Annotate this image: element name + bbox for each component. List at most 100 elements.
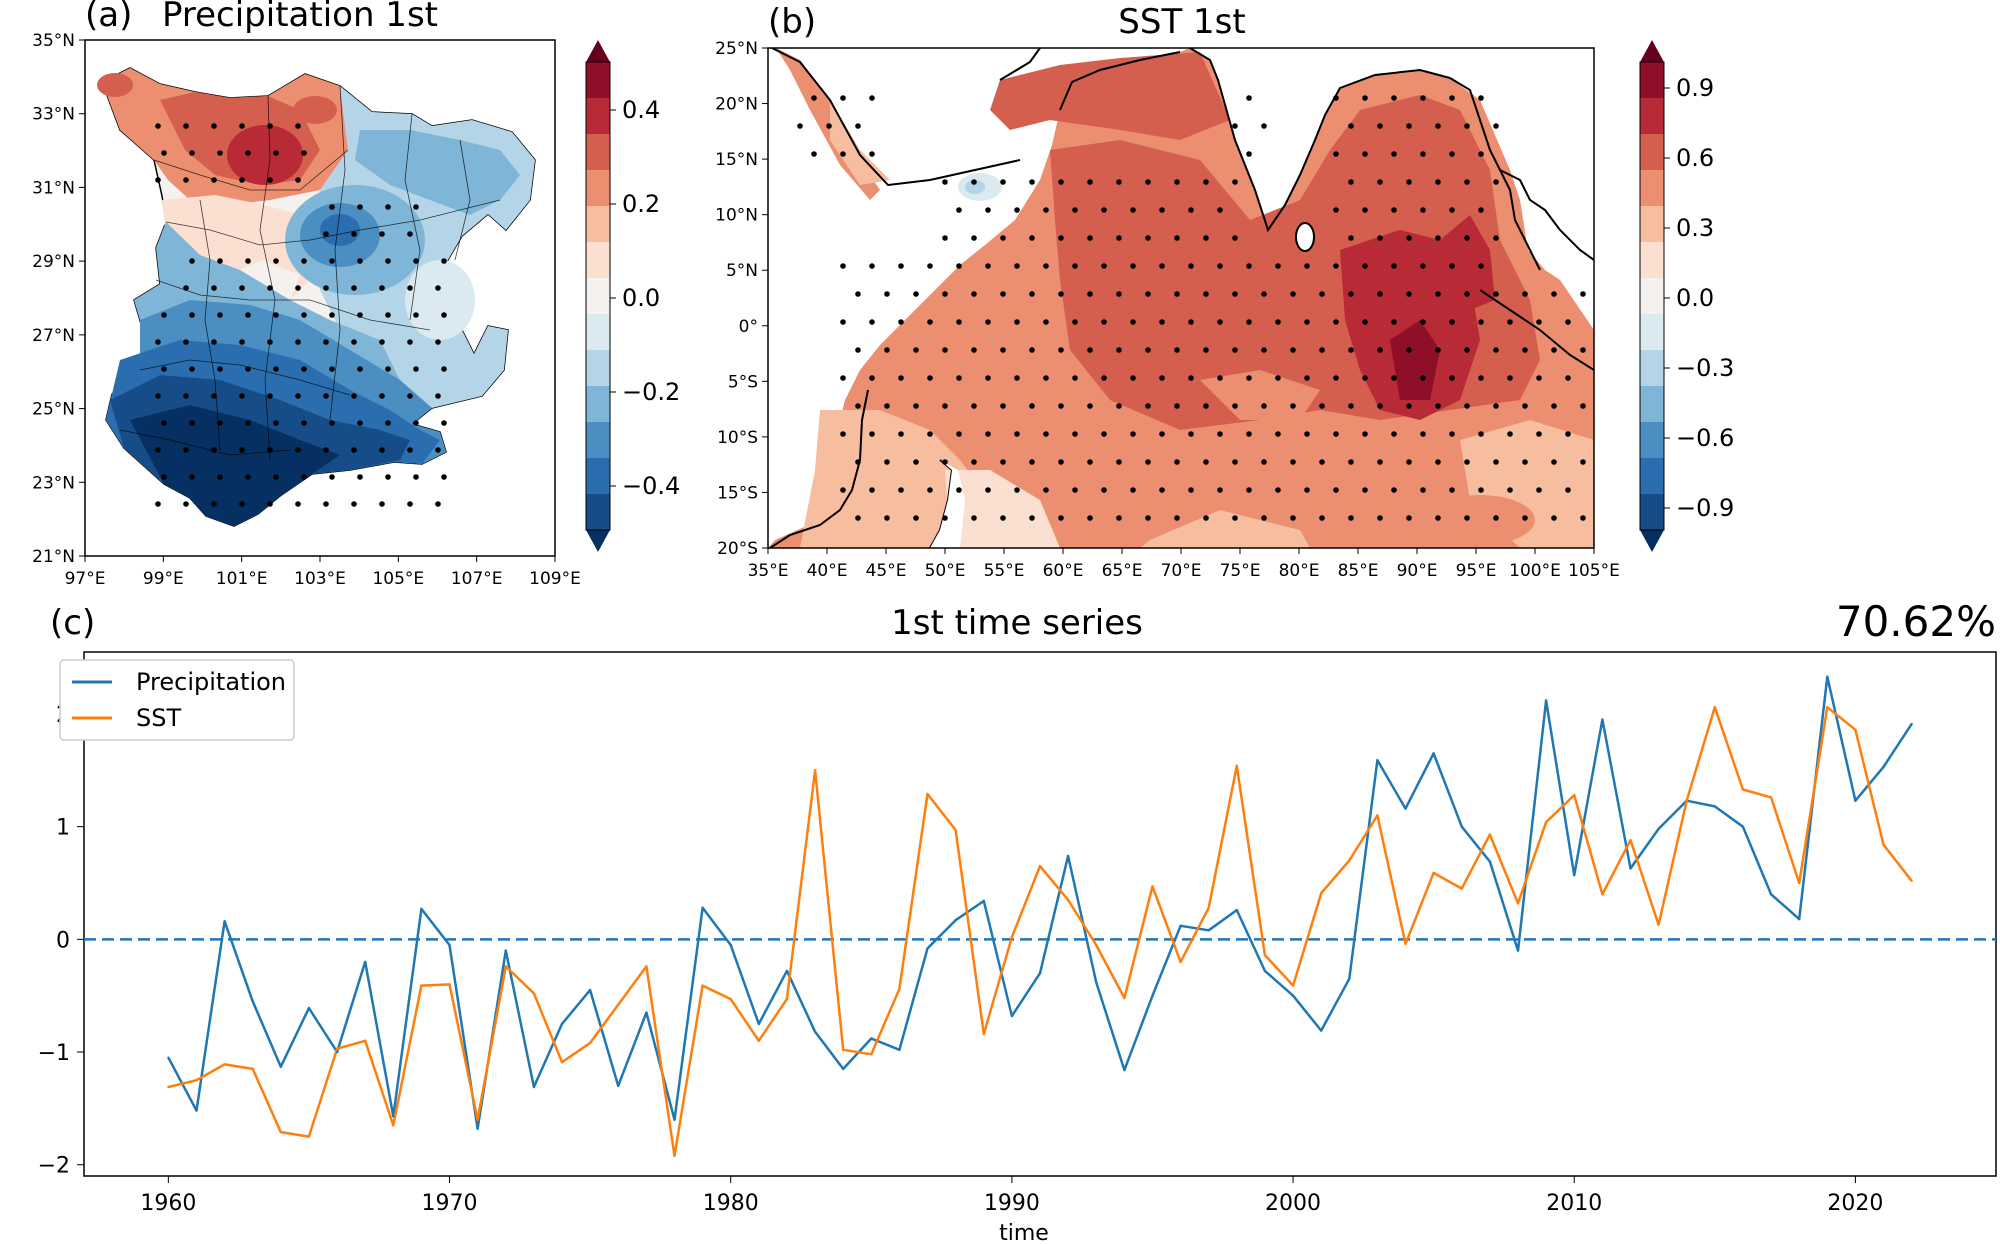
significance-dot [329, 420, 335, 426]
significance-dot [189, 474, 195, 480]
lat-tick-label: 31°N [32, 178, 75, 198]
significance-dot [1406, 459, 1412, 465]
significance-dot [295, 123, 301, 129]
significance-dot [1565, 487, 1571, 493]
panel-a-axis-ticks: 35°N 33°N 31°N 29°N 27°N 25°N 23°N 21°N97°E 99°E… [32, 31, 581, 589]
sst-point-1978 [673, 1154, 676, 1157]
significance-dot [189, 366, 195, 372]
colorbar-tick-label: 0.4 [622, 96, 660, 124]
significance-dot [1348, 123, 1354, 129]
significance-dot [1072, 375, 1078, 381]
precipitation-point-1986 [898, 1048, 901, 1052]
significance-dot [898, 319, 904, 325]
significance-dot [884, 291, 890, 297]
significance-dot [1551, 459, 1557, 465]
significance-dot [1391, 263, 1397, 269]
significance-dot [1290, 459, 1296, 465]
significance-dot [323, 285, 329, 291]
significance-dot [441, 312, 447, 318]
significance-dot [385, 474, 391, 480]
precipitation-point-2015 [1713, 805, 1717, 808]
significance-dot [1304, 431, 1310, 437]
significance-dot [329, 204, 335, 210]
sst-point-1966 [335, 1047, 339, 1050]
significance-dot [1348, 235, 1354, 241]
precipitation-point-2020 [1854, 799, 1857, 802]
sst-point-1990 [1010, 935, 1014, 939]
significance-dot [1420, 375, 1426, 381]
precipitation-point-1969 [420, 907, 423, 911]
significance-dot [942, 179, 948, 185]
significance-dot [1188, 207, 1194, 213]
significance-dot [1377, 291, 1383, 297]
precipitation-point-1995 [1151, 994, 1154, 997]
colorbar-tick-label: 0.3 [1676, 214, 1714, 242]
lat-tick-label: 25°N [715, 39, 758, 59]
precipitation-point-2007 [1488, 860, 1492, 863]
colorbar-tick-label: 0.0 [622, 284, 660, 312]
precipitation-point-1962 [223, 920, 226, 923]
significance-dot [183, 177, 189, 183]
significance-dot [1072, 431, 1078, 437]
significance-dot [1000, 403, 1006, 409]
lat-tick-label: 20°S [717, 539, 758, 559]
significance-dot [985, 319, 991, 325]
significance-dot [1478, 487, 1484, 493]
significance-dot [407, 501, 413, 507]
significance-dot [1130, 487, 1136, 493]
significance-dot [379, 339, 385, 345]
significance-dot [385, 420, 391, 426]
precipitation-point-2018 [1798, 917, 1801, 921]
significance-dot [869, 263, 875, 269]
colorbar-segment [1640, 242, 1664, 279]
significance-dot [1261, 403, 1267, 409]
significance-dot [913, 291, 919, 297]
significance-dot [1449, 375, 1455, 381]
significance-dot [1043, 263, 1049, 269]
significance-dot [1362, 375, 1368, 381]
significance-dot [826, 123, 832, 129]
sst-point-2019 [1826, 706, 1829, 709]
sst-point-1972 [504, 965, 507, 968]
precipitation-point-2003 [1376, 759, 1379, 762]
significance-dot [1145, 235, 1151, 241]
precipitation-point-2008 [1516, 949, 1520, 952]
significance-dot [301, 474, 307, 480]
significance-dot [1217, 375, 1223, 381]
panel-b-colorbar-extend-bottom [1640, 530, 1664, 552]
sst-point-1988 [954, 828, 957, 832]
significance-dot [161, 420, 167, 426]
colorbar-segment [1640, 206, 1664, 243]
precipitation-point-1999 [1263, 969, 1267, 973]
significance-dot [971, 347, 977, 353]
significance-dot [1536, 375, 1542, 381]
significance-dot [385, 204, 391, 210]
significance-dot [1000, 347, 1006, 353]
sst-point-2017 [1769, 796, 1773, 799]
significance-dot [1493, 123, 1499, 129]
significance-dot [1435, 291, 1441, 297]
significance-dot [273, 150, 279, 156]
sst-point-1999 [1263, 953, 1267, 957]
panel-a-boundaries [119, 85, 501, 461]
significance-dot [884, 403, 890, 409]
significance-dot [1000, 515, 1006, 521]
significance-dot [1014, 207, 1020, 213]
sst-point-1984 [842, 1048, 845, 1052]
panel-a: (a) Precipitation 1st [32, 0, 680, 589]
significance-dot [840, 151, 846, 157]
x-tick-label: 2010 [1546, 1191, 1602, 1216]
significance-dot [155, 177, 161, 183]
significance-dot [329, 474, 335, 480]
significance-dot [1000, 179, 1006, 185]
significance-dot [1145, 403, 1151, 409]
significance-dot [1464, 347, 1470, 353]
significance-dot [239, 285, 245, 291]
significance-dot [1362, 95, 1368, 101]
significance-dot [1246, 151, 1252, 157]
precipitation-point-1980 [729, 943, 732, 947]
significance-dot [971, 403, 977, 409]
significance-dot [1551, 515, 1557, 521]
significance-dot [407, 393, 413, 399]
precipitation-point-1965 [307, 1006, 311, 1010]
